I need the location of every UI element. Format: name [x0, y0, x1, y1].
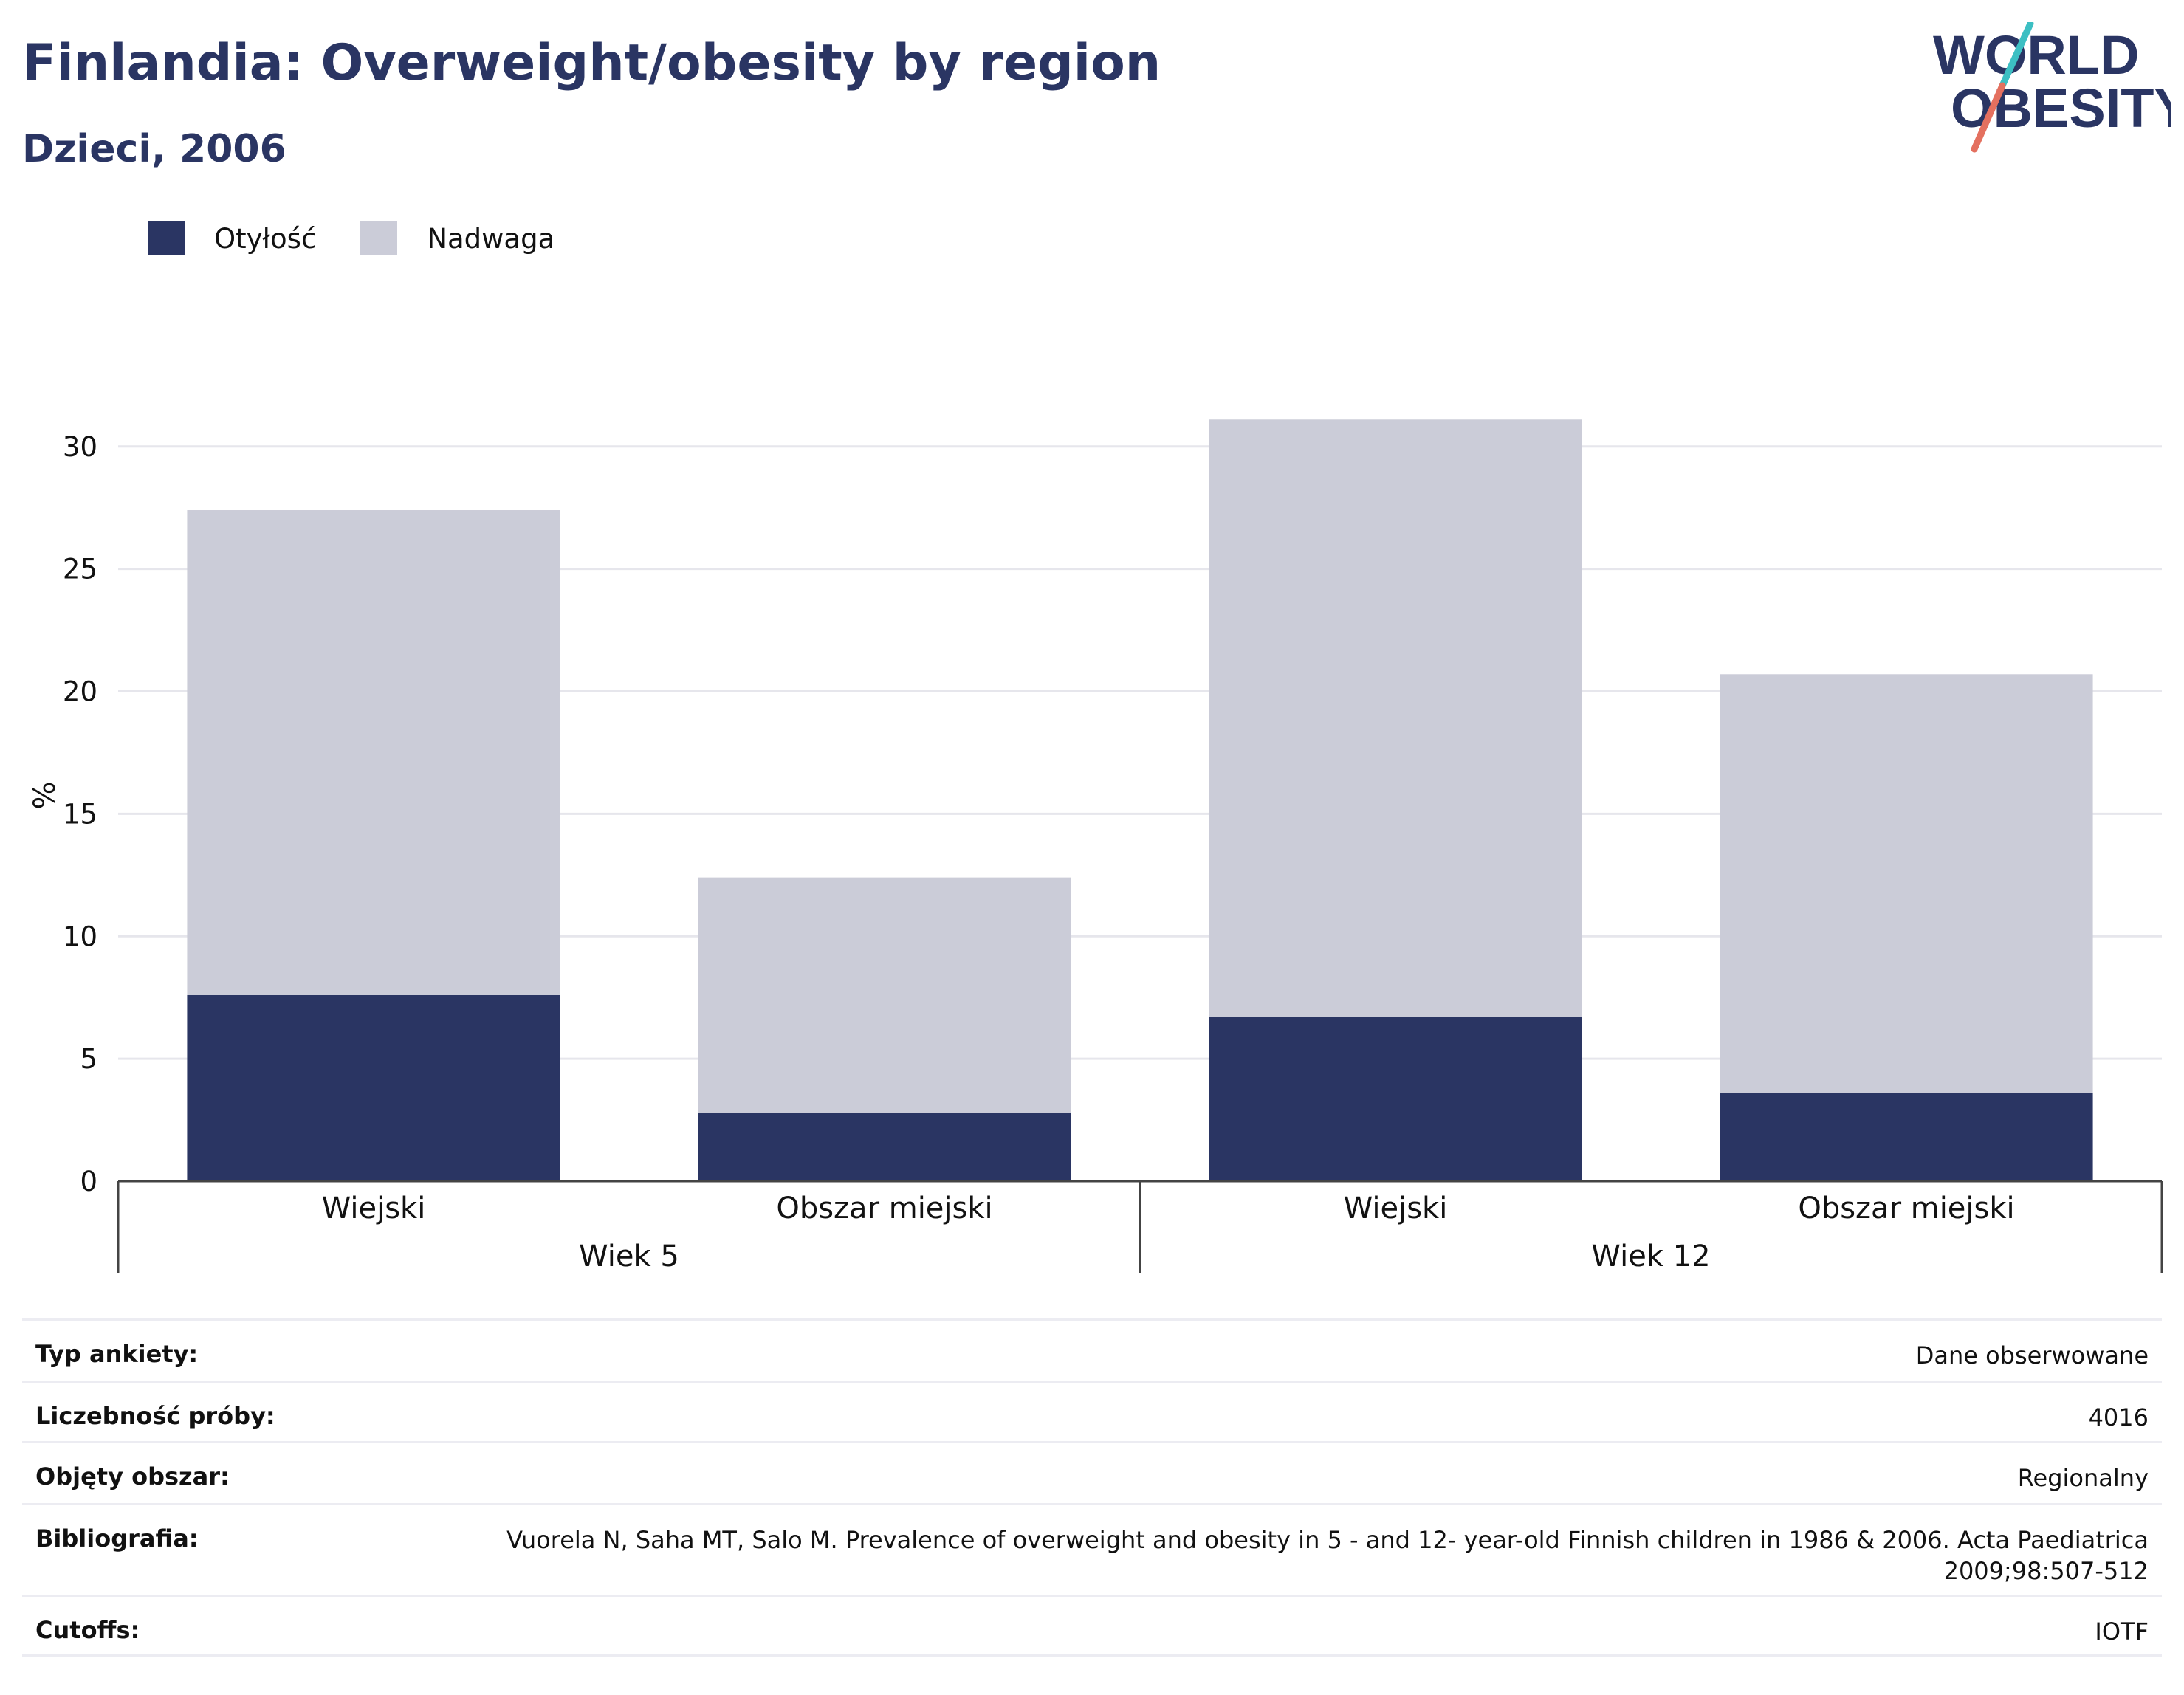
bar-segment-obesity [1720, 1093, 2093, 1181]
legend-item-overweight: Nadwaga [360, 221, 554, 255]
chart-title: Finlandia: Overweight/obesity by region [22, 34, 1161, 92]
info-key: Objęty obszar: [35, 1462, 230, 1491]
bar-segment-obesity [698, 1113, 1071, 1181]
x-tick-label: Wiejski [1344, 1192, 1448, 1225]
y-tick-label: 15 [63, 798, 97, 830]
info-value: Regionalny [2017, 1464, 2149, 1492]
bar-segment-obesity [187, 994, 560, 1181]
legend-label-overweight: Nadwaga [427, 222, 555, 255]
info-value: Dane obserwowane [1915, 1341, 2149, 1369]
logo-line2: OBESITY [1951, 78, 2171, 139]
bar-segment-obesity [1209, 1017, 1582, 1181]
legend: Otyłość Nadwaga [148, 221, 599, 255]
info-value: IOTF [2095, 1617, 2149, 1646]
x-group-label: Wiek 5 [579, 1240, 679, 1273]
info-row-sample-size: Liczebność próby: 4016 [22, 1381, 2162, 1441]
world-obesity-logo: WORLD OBESITY [1933, 22, 2171, 153]
bar-segment-overweight [187, 510, 560, 995]
legend-item-obesity: Otyłość [148, 221, 316, 255]
y-tick-label: 20 [63, 676, 97, 708]
y-tick-label: 10 [63, 921, 97, 952]
bar-segment-overweight [698, 877, 1071, 1113]
legend-swatch-overweight [360, 221, 398, 255]
info-row-bibliography: Bibliografia: Vuorela N, Saha MT, Salo M… [22, 1503, 2162, 1595]
bar-segment-overweight [1720, 674, 2093, 1093]
info-key: Liczebność próby: [35, 1402, 275, 1430]
info-key: Cutoffs: [35, 1616, 140, 1644]
stacked-bar-chart: 0 5 10 15 20 25 30% Wiejski Obszar miejski Wiejsk… [28, 419, 2163, 1273]
info-key: Typ ankiety: [35, 1340, 199, 1368]
y-tick-label: 25 [63, 554, 97, 585]
chart-subtitle: Dzieci, 2006 [22, 127, 286, 171]
x-tick-label: Obszar miejski [776, 1192, 992, 1225]
y-tick-label: 0 [80, 1166, 97, 1197]
info-row-cutoffs: Cutoffs: IOTF [22, 1595, 2162, 1657]
info-row-survey-type: Typ ankiety: Dane obserwowane [22, 1318, 2162, 1381]
y-tick-label: 30 [63, 431, 97, 463]
x-group-label: Wiek 12 [1591, 1240, 1710, 1273]
bar-segment-overweight [1209, 419, 1582, 1017]
x-tick-label: Obszar miejski [1798, 1192, 2014, 1225]
info-key: Bibliografia: [35, 1524, 199, 1553]
info-table: Typ ankiety: Dane obserwowane Liczebność… [22, 1318, 2162, 1657]
info-value: 4016 [2088, 1403, 2149, 1431]
x-tick-label: Wiejski [322, 1192, 426, 1225]
logo-line1: WORLD [1933, 24, 2140, 86]
y-tick-label: 5 [80, 1043, 97, 1075]
info-value: Vuorela N, Saha MT, Salo M. Prevalence o… [506, 1526, 2149, 1585]
info-row-area-covered: Objęty obszar: Regionalny [22, 1441, 2162, 1503]
legend-swatch-obesity [148, 221, 185, 255]
legend-label-obesity: Otyłość [214, 222, 317, 255]
y-axis-label: % [28, 781, 62, 809]
